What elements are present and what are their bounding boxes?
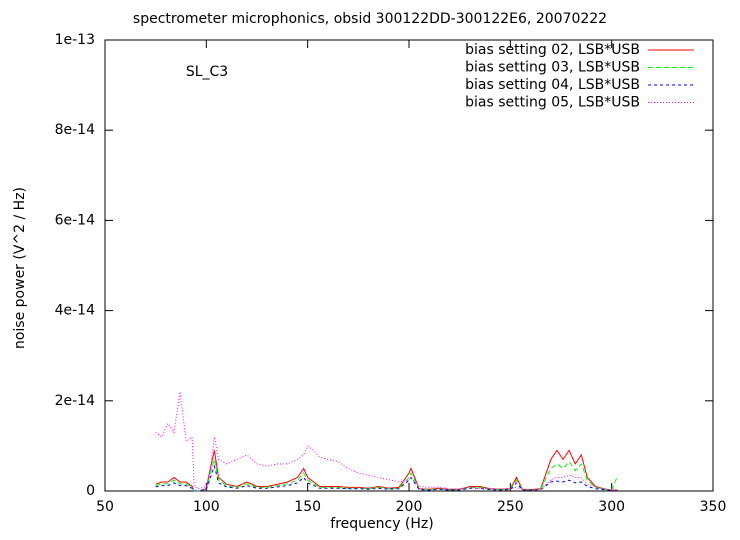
y-axis-label: noise power (V^2 / Hz) — [12, 187, 28, 349]
legend-label: bias setting 05, LSB*USB — [465, 95, 640, 111]
series-line — [155, 464, 618, 492]
legend-label: bias setting 04, LSB*USB — [465, 77, 640, 93]
y-tick-label: 4e-14 — [55, 303, 95, 319]
x-tick-label: 300 — [598, 499, 625, 515]
y-tick-label: 8e-14 — [55, 122, 95, 138]
annotation: SL_C3 — [186, 64, 228, 80]
y-tick-label: 2e-14 — [55, 393, 95, 409]
y-tick-label: 6e-14 — [55, 212, 95, 228]
legend-label: bias setting 02, LSB*USB — [465, 42, 640, 58]
series-line — [155, 449, 618, 492]
x-tick-label: 50 — [96, 499, 114, 515]
x-tick-label: 100 — [193, 499, 220, 515]
series-line — [155, 391, 618, 491]
series-line — [155, 459, 619, 492]
y-tick-label: 0 — [86, 483, 95, 499]
x-axis-label: frequency (Hz) — [330, 516, 433, 532]
x-tick-label: 250 — [497, 499, 524, 515]
chart-title: spectrometer microphonics, obsid 300122D… — [133, 11, 607, 27]
legend-label: bias setting 03, LSB*USB — [465, 60, 640, 76]
x-tick-label: 200 — [396, 499, 423, 515]
y-tick-label: 1e-13 — [55, 32, 95, 48]
x-tick-label: 150 — [294, 499, 321, 515]
x-tick-label: 350 — [700, 499, 727, 515]
